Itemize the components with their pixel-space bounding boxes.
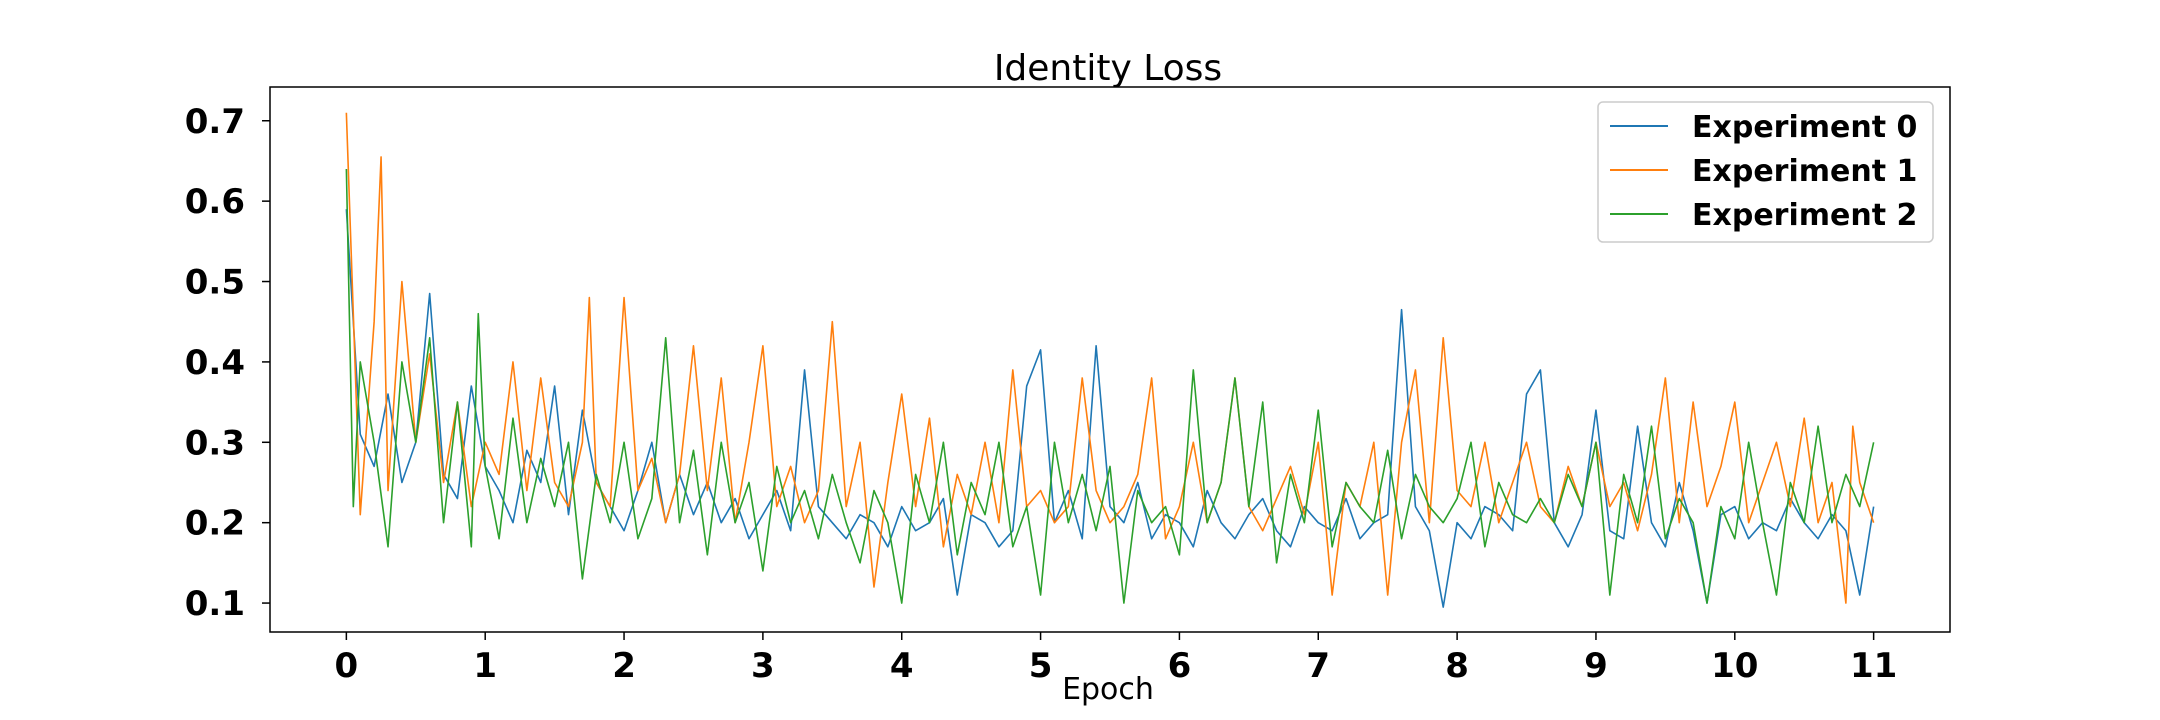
x-tick-label: 4 xyxy=(890,646,914,686)
x-tick-label: 1 xyxy=(473,646,497,686)
x-tick-label: 6 xyxy=(1168,646,1192,686)
y-axis: 0.1 0.2 0.3 0.4 0.5 0.6 0.7 xyxy=(185,102,270,624)
series-line-experiment-2 xyxy=(345,168,1875,604)
x-tick-label: 10 xyxy=(1711,646,1758,686)
y-tick-label: 0.6 xyxy=(185,182,245,222)
x-tick-label: 5 xyxy=(1029,646,1053,686)
y-tick-label: 0.4 xyxy=(185,343,245,383)
legend-label-experiment-0: Experiment 0 xyxy=(1692,110,1917,145)
x-tick-label: 2 xyxy=(612,646,636,686)
plot-area-frame xyxy=(269,86,1951,633)
chart-title: Identity Loss xyxy=(994,48,1222,89)
legend-box xyxy=(1597,101,1934,243)
y-tick-label: 0.5 xyxy=(185,263,245,303)
y-tick-label: 0.1 xyxy=(185,584,245,624)
x-tick-label: 8 xyxy=(1445,646,1469,686)
x-tick-label: 3 xyxy=(751,646,775,686)
legend-label-experiment-1: Experiment 1 xyxy=(1692,154,1917,189)
series-line-experiment-1 xyxy=(345,112,1875,604)
legend-label-experiment-2: Experiment 2 xyxy=(1692,198,1917,233)
series-line-experiment-0 xyxy=(345,209,1875,608)
x-tick-label: 9 xyxy=(1584,646,1608,686)
x-axis-label: Epoch xyxy=(1062,672,1154,707)
x-tick-label: 0 xyxy=(335,646,359,686)
x-tick-label: 7 xyxy=(1306,646,1330,686)
x-tick-label: 11 xyxy=(1850,646,1897,686)
y-tick-label: 0.3 xyxy=(185,423,245,463)
y-tick-label: 0.2 xyxy=(185,504,245,544)
x-axis: 0 1 2 3 4 5 6 7 8 9 10 11 xyxy=(335,632,1897,686)
y-tick-label: 0.7 xyxy=(185,102,245,142)
series-layer xyxy=(345,112,1875,608)
legend: Experiment 0 Experiment 1 Experiment 2 xyxy=(1597,101,1934,243)
